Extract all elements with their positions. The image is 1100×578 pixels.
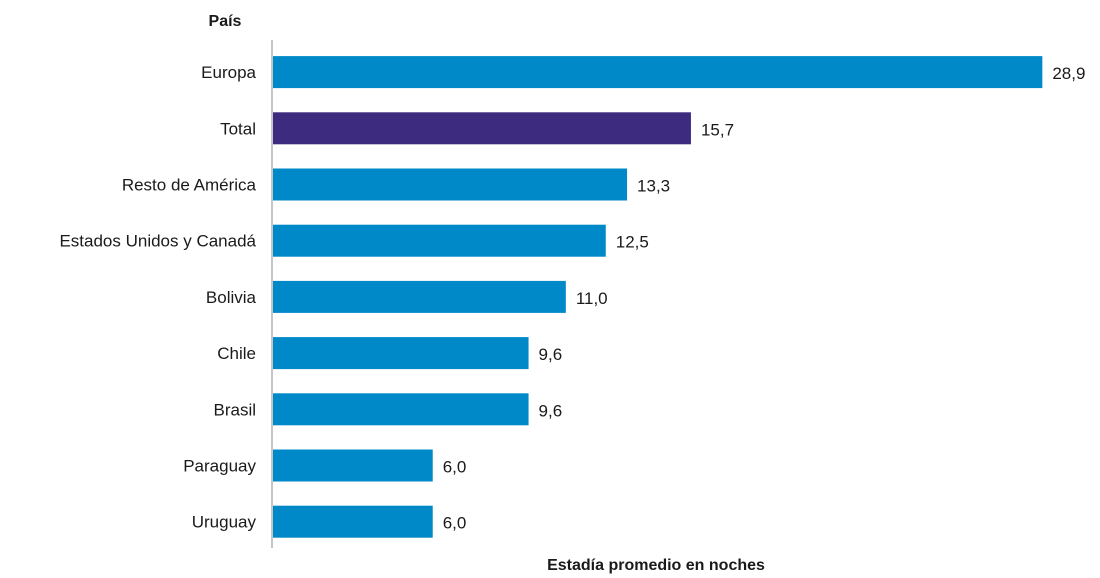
- category-label: Chile: [217, 344, 256, 363]
- category-label: Paraguay: [183, 457, 256, 476]
- bar-uruguay: [273, 505, 433, 538]
- bar-resto-de-américa: [273, 168, 628, 201]
- value-label: 9,6: [539, 345, 563, 364]
- bar-paraguay: [273, 449, 433, 482]
- value-label: 12,5: [616, 233, 649, 252]
- bars-group: Europa 28,9 Total 15,7 Resto de América 13,3 E…: [59, 56, 1085, 538]
- value-label: 9,6: [539, 401, 563, 420]
- category-label: Resto de América: [122, 176, 257, 195]
- bar-brasil: [273, 393, 529, 426]
- category-label: Total: [220, 119, 256, 138]
- category-label: Bolivia: [206, 288, 257, 307]
- category-label: Europa: [201, 63, 256, 82]
- bar-total: [273, 112, 691, 145]
- value-label: 6,0: [443, 458, 467, 477]
- value-label: 13,3: [637, 177, 670, 196]
- value-label: 6,0: [443, 514, 467, 533]
- value-label: 28,9: [1052, 64, 1085, 83]
- bar-bolivia: [273, 280, 566, 313]
- bar-chile: [273, 337, 529, 370]
- category-label: Uruguay: [192, 513, 257, 532]
- value-label: 15,7: [701, 120, 734, 139]
- category-label: Estados Unidos y Canadá: [59, 232, 256, 251]
- value-label: 11,0: [576, 289, 608, 308]
- y-axis-title: País: [209, 13, 242, 30]
- bar-estados-unidos-y-canadá: [273, 224, 606, 257]
- bar-europa: [273, 56, 1043, 89]
- category-label: Brasil: [213, 400, 256, 419]
- x-axis-title: Estadía promedio en noches: [547, 557, 765, 574]
